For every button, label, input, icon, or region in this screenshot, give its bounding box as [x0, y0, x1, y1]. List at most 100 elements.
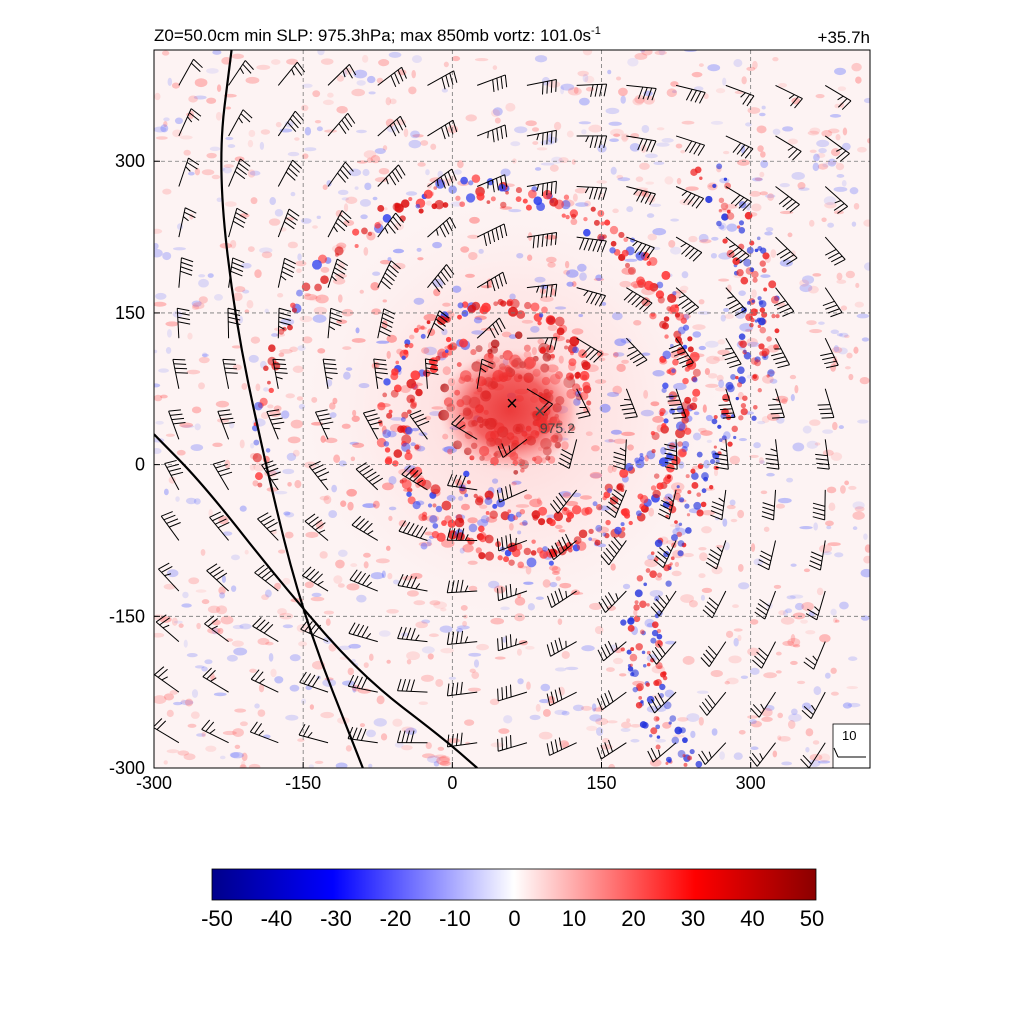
vorticity-cell [290, 419, 303, 429]
vorticity-cell [392, 718, 403, 727]
vorticity-cell [790, 660, 798, 666]
vorticity-cell [154, 349, 158, 354]
rainband-cell [714, 466, 719, 470]
vorticity-cell [698, 546, 707, 551]
vorticity-cell [713, 356, 726, 361]
wind-barb [546, 637, 577, 657]
vorticity-cell [777, 712, 784, 719]
vorticity-cell [566, 281, 574, 287]
vorticity-cell [376, 695, 385, 705]
rainband-cell [753, 404, 758, 410]
rainband-cell [566, 510, 573, 517]
wind-barb [446, 681, 478, 697]
vorticity-cell [851, 62, 862, 72]
vorticity-cell [632, 283, 638, 289]
vorticity-cell [219, 755, 226, 760]
vorticity-cell [212, 50, 222, 55]
rainband-cell [648, 256, 658, 266]
rainband-cell [632, 686, 639, 693]
vorticity-cell [703, 459, 710, 469]
rainband-cell [662, 671, 667, 676]
rainband-cell [722, 238, 728, 244]
vorticity-cell [764, 704, 775, 712]
vorticity-cell [855, 282, 860, 289]
wind-barb [351, 515, 379, 541]
rainband-cell [411, 383, 419, 391]
vorticity-cell [294, 479, 302, 489]
rainband-cell [457, 302, 464, 309]
wind-barb [277, 159, 303, 187]
rainband-cell [678, 522, 683, 526]
vorticity-cell [723, 150, 730, 155]
vorticity-cell [442, 446, 455, 453]
colorbar-tick-label: -50 [201, 906, 233, 931]
vorticity-cell [257, 637, 270, 645]
rainband-cell [631, 669, 639, 678]
vorticity-cell [608, 438, 614, 443]
vorticity-cell [681, 120, 695, 125]
rainband-cell [724, 182, 732, 190]
rainband-cell [664, 334, 669, 339]
vorticity-cell [154, 126, 167, 133]
vorticity-cell [216, 84, 222, 92]
vorticity-cell [359, 723, 366, 728]
vorticity-cell [442, 366, 451, 376]
vorticity-cell [284, 512, 295, 518]
vorticity-cell [289, 346, 298, 353]
vorticity-cell [776, 416, 785, 424]
vorticity-cell [705, 414, 713, 422]
vorticity-cell [778, 610, 786, 616]
rainband-cell [663, 564, 671, 572]
vorticity-cell [285, 216, 295, 221]
vorticity-cell [413, 600, 426, 606]
vorticity-cell [672, 90, 677, 94]
rainband-cell [478, 525, 485, 533]
vorticity-cell [381, 320, 388, 329]
vorticity-cell [540, 162, 555, 166]
rainband-cell [655, 744, 661, 750]
rainband-cell [726, 212, 735, 220]
vorticity-cell [154, 614, 166, 621]
vorticity-cell [715, 386, 729, 392]
wind-barb [315, 409, 334, 440]
vorticity-cell [393, 579, 400, 585]
rainband-cell [539, 549, 549, 559]
vorticity-cell [160, 124, 169, 133]
vorticity-cell [554, 306, 567, 310]
rainband-cell [515, 511, 522, 518]
vorticity-cell [204, 659, 213, 665]
vorticity-cell [418, 701, 429, 706]
vorticity-cell [833, 186, 848, 192]
rainband-cell [692, 368, 701, 377]
vorticity-cell [753, 558, 764, 566]
vorticity-cell [250, 442, 255, 449]
vorticity-cell [190, 444, 204, 452]
wind-barb [626, 135, 657, 153]
vorticity-cell [448, 676, 457, 680]
vorticity-cell [821, 217, 827, 223]
wind-barb [301, 566, 329, 592]
vorticity-cell [320, 58, 334, 65]
vorticity-cell [760, 274, 771, 278]
vorticity-cell [163, 488, 169, 496]
rainband-cell [265, 448, 271, 453]
vorticity-cell [851, 221, 857, 227]
vorticity-cell [514, 613, 525, 622]
vorticity-cell [292, 449, 300, 457]
rainband-cell [404, 452, 413, 461]
rainband-cell [665, 761, 669, 765]
wind-barb [257, 512, 279, 541]
vorticity-cell [668, 240, 676, 248]
vorticity-cell [688, 235, 698, 243]
rainband-cell [656, 572, 663, 578]
vorticity-cell [789, 374, 797, 380]
vorticity-cell [476, 643, 489, 651]
vorticity-cell [469, 668, 476, 673]
vorticity-cell [593, 277, 605, 281]
rainband-cell [517, 561, 525, 569]
rainband-cell [752, 374, 757, 379]
rainband-cell [525, 204, 532, 211]
rainband-cell [399, 349, 409, 359]
vorticity-cell [561, 710, 570, 716]
rainband-cell [592, 501, 598, 507]
